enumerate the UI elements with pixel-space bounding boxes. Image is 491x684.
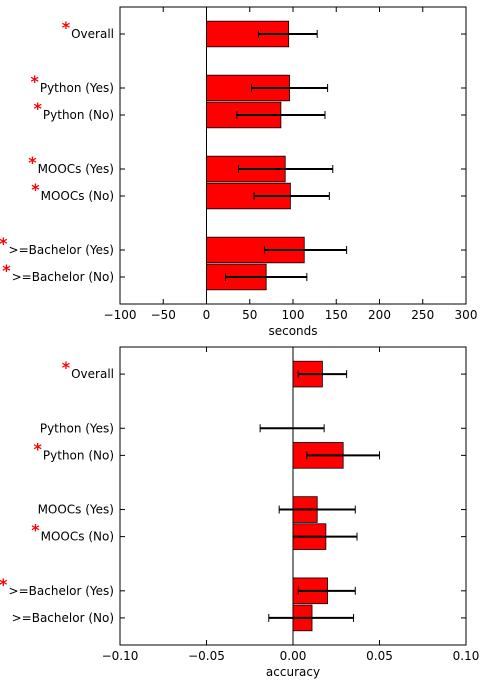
significance-star: * xyxy=(62,358,71,377)
x-tick-label: 0.05 xyxy=(366,649,393,663)
category-label: >=Bachelor (Yes) xyxy=(9,243,114,257)
category-label: Python (Yes) xyxy=(40,421,114,435)
category-label: >=Bachelor (No) xyxy=(12,611,114,625)
significance-star: * xyxy=(31,180,40,199)
x-tick-label: 0 xyxy=(203,308,211,322)
category-label: Python (No) xyxy=(43,448,114,462)
significance-star: * xyxy=(34,99,43,118)
significance-star: * xyxy=(30,72,39,91)
x-tick-label: 100 xyxy=(282,308,305,322)
significance-star: * xyxy=(62,18,71,37)
x-tick-label: 200 xyxy=(368,308,391,322)
significance-star: * xyxy=(31,521,40,540)
accuracy-chart: Overall*Python (Yes)Python (No)*MOOCs (Y… xyxy=(0,346,480,679)
category-label: MOOCs (No) xyxy=(41,530,114,544)
significance-star: * xyxy=(0,575,8,594)
x-tick-label: 300 xyxy=(455,308,478,322)
category-label: MOOCs (No) xyxy=(41,189,114,203)
significance-star: * xyxy=(34,439,43,458)
x-tick-label: −0.05 xyxy=(188,649,225,663)
x-axis-label: seconds xyxy=(268,324,317,338)
x-tick-label: 250 xyxy=(411,308,434,322)
significance-star: * xyxy=(2,261,11,280)
x-tick-label: −50 xyxy=(151,308,176,322)
x-tick-label: 50 xyxy=(242,308,257,322)
x-tick-label: 0.10 xyxy=(453,649,480,663)
seconds-chart: Overall*Python (Yes)*Python (No)*MOOCs (… xyxy=(0,6,478,338)
x-tick-label: −100 xyxy=(104,308,137,322)
significance-star: * xyxy=(28,153,37,172)
x-tick-label: 150 xyxy=(325,308,348,322)
category-label: MOOCs (Yes) xyxy=(38,503,114,517)
significance-star: * xyxy=(0,234,8,253)
category-label: >=Bachelor (Yes) xyxy=(9,584,114,598)
category-label: MOOCs (Yes) xyxy=(38,162,114,176)
category-label: Python (No) xyxy=(43,108,114,122)
category-label: Overall xyxy=(71,27,114,41)
category-label: Python (Yes) xyxy=(40,81,114,95)
x-axis-label: accuracy xyxy=(266,665,320,679)
category-label: Overall xyxy=(71,367,114,381)
x-tick-label: −0.10 xyxy=(102,649,139,663)
x-tick-label: 0.00 xyxy=(280,649,307,663)
category-label: >=Bachelor (No) xyxy=(12,270,114,284)
